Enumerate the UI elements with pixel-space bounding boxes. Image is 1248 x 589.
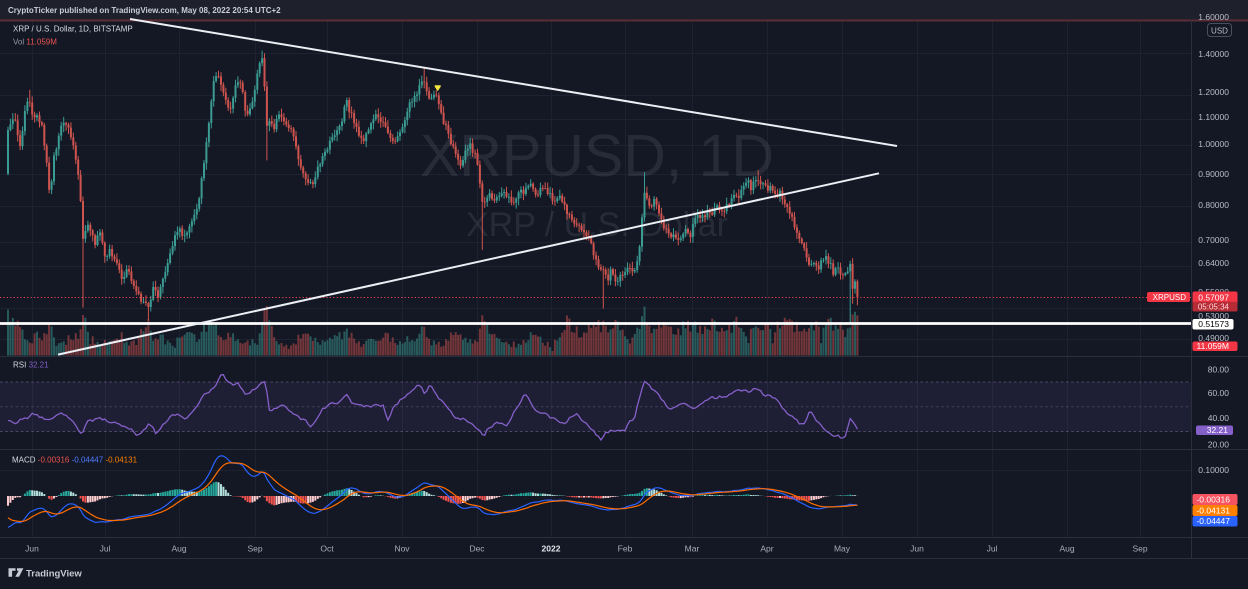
svg-text:20.00: 20.00 xyxy=(1208,440,1230,450)
svg-text:XRP / U.S. Dollar, 1D, BITSTAM: XRP / U.S. Dollar, 1D, BITSTAMP xyxy=(13,25,133,34)
svg-text:Apr: Apr xyxy=(760,544,773,554)
svg-text:1.20000: 1.20000 xyxy=(1198,87,1229,97)
svg-text:0.64000: 0.64000 xyxy=(1198,258,1229,268)
svg-text:Oct: Oct xyxy=(320,544,334,554)
svg-text:0.90000: 0.90000 xyxy=(1198,169,1229,179)
svg-text:2022: 2022 xyxy=(542,544,561,554)
svg-text:-0.04447: -0.04447 xyxy=(1196,516,1230,526)
svg-text:USD: USD xyxy=(1211,27,1228,36)
svg-text:05:05:34: 05:05:34 xyxy=(1198,302,1230,311)
svg-text:1.00000: 1.00000 xyxy=(1198,139,1229,149)
svg-text:Feb: Feb xyxy=(618,544,633,554)
svg-text:Sep: Sep xyxy=(247,544,262,554)
svg-text:CryptoTicker published on Trad: CryptoTicker published on TradingView.co… xyxy=(8,6,281,15)
svg-text:1.40000: 1.40000 xyxy=(1198,49,1229,59)
svg-text:0.70000: 0.70000 xyxy=(1198,235,1229,245)
svg-text:Jul: Jul xyxy=(987,544,998,554)
svg-text:Mar: Mar xyxy=(685,544,700,554)
svg-text:1.60000: 1.60000 xyxy=(1198,12,1229,22)
svg-text:Jun: Jun xyxy=(910,544,924,554)
svg-text:Aug: Aug xyxy=(171,544,186,554)
svg-text:0.80000: 0.80000 xyxy=(1198,200,1229,210)
svg-text:Vol 11.059M: Vol 11.059M xyxy=(13,38,57,47)
svg-text:32.21: 32.21 xyxy=(1207,425,1229,435)
svg-text:Jun: Jun xyxy=(25,544,39,554)
svg-text:XRP / U.S. Dollar: XRP / U.S. Dollar xyxy=(466,206,728,244)
svg-text:Aug: Aug xyxy=(1059,544,1074,554)
svg-text:Jul: Jul xyxy=(100,544,111,554)
svg-text:TradingView: TradingView xyxy=(26,569,82,580)
svg-text:0.51573: 0.51573 xyxy=(1198,319,1229,329)
svg-text:60.00: 60.00 xyxy=(1208,388,1230,398)
svg-text:Dec: Dec xyxy=(469,544,485,554)
svg-text:0.49000: 0.49000 xyxy=(1198,333,1229,343)
svg-text:-0.04131: -0.04131 xyxy=(1196,506,1230,516)
svg-text:Nov: Nov xyxy=(394,544,410,554)
svg-text:RSI 32.21: RSI 32.21 xyxy=(13,361,49,370)
svg-text:-0.00316: -0.00316 xyxy=(1196,495,1230,505)
svg-text:40.00: 40.00 xyxy=(1208,413,1230,423)
svg-text:May: May xyxy=(834,544,851,554)
svg-text:11.059M: 11.059M xyxy=(1197,341,1229,351)
svg-text:80.00: 80.00 xyxy=(1208,365,1230,375)
svg-text:0.57097: 0.57097 xyxy=(1198,292,1229,302)
svg-text:MACD -0.00316 -0.04447 -0.0413: MACD -0.00316 -0.04447 -0.04131 xyxy=(12,456,138,465)
svg-text:0.53000: 0.53000 xyxy=(1198,311,1229,321)
svg-text:XRPUSD: XRPUSD xyxy=(1153,293,1187,302)
svg-text:0.10000: 0.10000 xyxy=(1198,465,1229,475)
svg-text:1.10000: 1.10000 xyxy=(1198,112,1229,122)
svg-text:Sep: Sep xyxy=(1132,544,1147,554)
